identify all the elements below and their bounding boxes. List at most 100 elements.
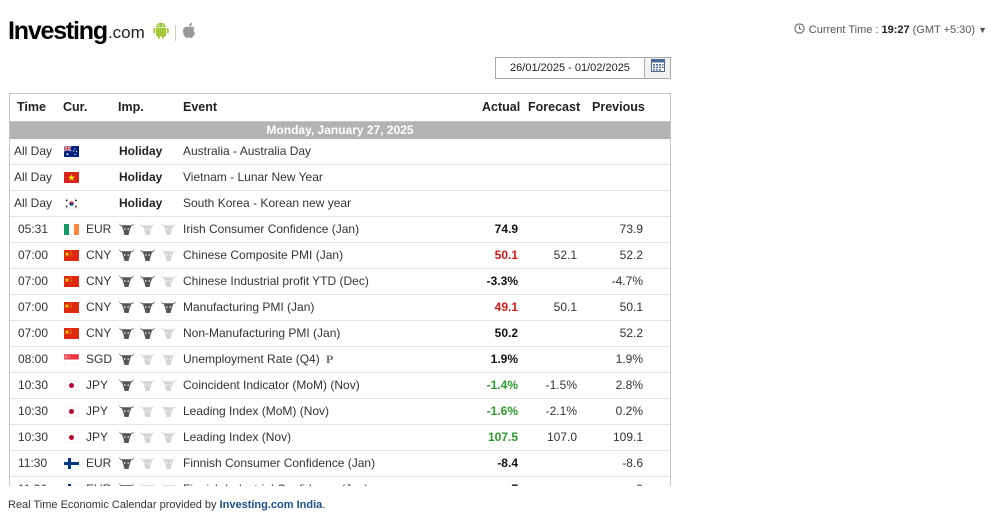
event-name-cell[interactable]: Non-Manufacturing PMI (Jan)	[183, 321, 340, 346]
android-icon[interactable]	[153, 21, 169, 44]
importance-rating	[118, 352, 177, 366]
actual-value: 50.1	[494, 248, 518, 262]
event-name-cell[interactable]: Manufacturing PMI (Jan)	[183, 295, 314, 320]
event-currency: EUR	[86, 456, 112, 470]
event-row[interactable]: 07:00 CNY Chinese Industrial profit YTD (D…	[10, 269, 670, 295]
previous-value: -4.7%	[611, 274, 643, 288]
forecast-value: 52.1	[553, 248, 577, 262]
bull-icon	[118, 352, 135, 366]
date-range-picker[interactable]: 26/01/2025 - 01/02/2025	[495, 57, 671, 79]
event-time: 11:30	[18, 456, 48, 470]
event-name[interactable]: Finnish Consumer Confidence (Jan)	[183, 456, 376, 470]
event-row[interactable]: 07:00 CNY Non-Manufacturing PMI (Jan) 50.2 5…	[10, 321, 670, 347]
investing-india-link[interactable]: Investing.com India	[219, 499, 323, 511]
event-name-cell[interactable]: Finnish Consumer Confidence (Jan)	[183, 451, 375, 476]
bull-icon	[118, 326, 135, 340]
event-row[interactable]: 10:30 JPY Leading Index (MoM) (Nov) -1.6% -2…	[10, 399, 670, 425]
event-name[interactable]: Chinese Composite PMI (Jan)	[183, 248, 344, 262]
flag-au-icon	[64, 146, 79, 157]
bull-icon	[160, 248, 177, 262]
bull-icon	[160, 326, 177, 340]
clock-icon	[794, 23, 805, 37]
event-time: 10:30	[18, 404, 49, 418]
event-currency: CNY	[86, 274, 112, 288]
event-name-cell[interactable]: Leading Index (Nov)	[183, 425, 291, 450]
bull-icon	[139, 482, 156, 486]
event-name[interactable]: Manufacturing PMI (Jan)	[183, 300, 315, 314]
importance-rating	[118, 222, 177, 236]
event-name[interactable]: Leading Index (MoM) (Nov)	[183, 404, 330, 418]
table-header: Time Cur. Imp. Event Actual Forecast Pre…	[10, 94, 670, 122]
actual-value: -1.6%	[486, 404, 518, 418]
bull-icon	[118, 482, 135, 486]
actual-value: -3.3%	[486, 274, 518, 288]
header-actual[interactable]: Actual	[482, 100, 521, 114]
importance-rating	[118, 274, 177, 288]
event-currency: JPY	[86, 404, 109, 418]
event-currency: JPY	[86, 430, 109, 444]
bull-icon	[160, 300, 177, 314]
event-name[interactable]: Finnish Industrial Confidence (Jan)	[183, 482, 368, 486]
flag-jp-icon	[64, 380, 79, 391]
flag-jp-icon	[64, 432, 79, 443]
event-time: 07:00	[18, 248, 49, 262]
header-previous[interactable]: Previous	[592, 100, 645, 114]
event-name[interactable]: Coincident Indicator (MoM) (Nov)	[183, 378, 360, 392]
importance-rating	[118, 456, 177, 470]
event-row[interactable]: 07:00 CNY Manufacturing PMI (Jan) 49.1 50.1 5…	[10, 295, 670, 321]
header-event[interactable]: Event	[183, 100, 218, 114]
bull-icon	[160, 378, 177, 392]
flag-cn-icon	[64, 302, 79, 313]
holiday-row: All Day Holiday South Korea - Korean new y…	[10, 191, 670, 217]
event-name[interactable]: Unemployment Rate (Q4)	[183, 352, 320, 366]
date-range-input[interactable]: 26/01/2025 - 01/02/2025	[510, 62, 630, 74]
investing-logo[interactable]: Investing .com	[8, 14, 196, 48]
event-row[interactable]: 10:30 JPY Coincident Indicator (MoM) (Nov)…	[10, 373, 670, 399]
header-importance[interactable]: Imp.	[118, 100, 144, 114]
event-name: South Korea - Korean new year	[183, 196, 352, 210]
header-currency[interactable]: Cur.	[63, 100, 88, 114]
bull-icon	[160, 222, 177, 236]
actual-value: 1.9%	[490, 352, 518, 366]
current-time-selector[interactable]: Current Time : 19:27 (GMT +5:30) ▼	[794, 23, 987, 37]
bull-icon	[160, 404, 177, 418]
event-name[interactable]: Irish Consumer Confidence (Jan)	[183, 222, 360, 236]
bull-icon	[118, 456, 135, 470]
header-forecast[interactable]: Forecast	[528, 100, 581, 114]
event-time: All Day	[14, 144, 53, 158]
event-row[interactable]: 10:30 JPY Leading Index (Nov) 107.5 107.0 109…	[10, 425, 670, 451]
event-currency: EUR	[86, 477, 111, 486]
flag-cn-icon	[64, 250, 79, 261]
event-name-cell[interactable]: Finnish Industrial Confidence (Jan)	[183, 477, 368, 486]
bull-icon	[118, 248, 135, 262]
event-name-cell[interactable]: Chinese Industrial profit YTD (Dec)	[183, 269, 369, 294]
bull-icon	[139, 326, 156, 340]
apple-icon[interactable]	[182, 22, 196, 44]
event-name-cell[interactable]: Irish Consumer Confidence (Jan)	[183, 217, 359, 242]
event-row[interactable]: 05:31 EUR Irish Consumer Confidence (Jan) 7…	[10, 217, 670, 243]
event-name[interactable]: Leading Index (Nov)	[183, 430, 292, 444]
event-name-cell[interactable]: Chinese Composite PMI (Jan)	[183, 243, 343, 268]
actual-value: -8.4	[497, 456, 518, 470]
event-row[interactable]: 11:30 EUR Finnish Industrial Confidence (J…	[10, 477, 670, 486]
flag-vn-icon	[64, 172, 79, 183]
event-row[interactable]: 11:30 EUR Finnish Consumer Confidence (Jan…	[10, 451, 670, 477]
calendar-button[interactable]	[644, 58, 670, 78]
calendar-icon	[650, 59, 665, 77]
event-name[interactable]: Chinese Industrial profit YTD (Dec)	[183, 274, 369, 288]
event-row[interactable]: 07:00 CNY Chinese Composite PMI (Jan) 50.1 5…	[10, 243, 670, 269]
event-name-cell[interactable]: Leading Index (MoM) (Nov)	[183, 399, 329, 424]
event-name-cell[interactable]: Coincident Indicator (MoM) (Nov)	[183, 373, 360, 398]
current-time-value: 19:27	[881, 24, 910, 36]
header-time[interactable]: Time	[17, 100, 46, 114]
event-name[interactable]: Non-Manufacturing PMI (Jan)	[183, 326, 341, 340]
bull-icon	[160, 274, 177, 288]
previous-value: 50.1	[619, 300, 643, 314]
flag-cn-icon	[64, 328, 79, 339]
flag-kr-icon	[64, 198, 79, 209]
event-name-cell[interactable]: Unemployment Rate (Q4) P	[183, 347, 333, 372]
event-currency: CNY	[86, 300, 112, 314]
event-row[interactable]: 08:00 SGD Unemployment Rate (Q4) P 1.9% 1.9%	[10, 347, 670, 373]
previous-value: 1.9%	[615, 352, 643, 366]
forecast-value: -2.1%	[545, 404, 577, 418]
